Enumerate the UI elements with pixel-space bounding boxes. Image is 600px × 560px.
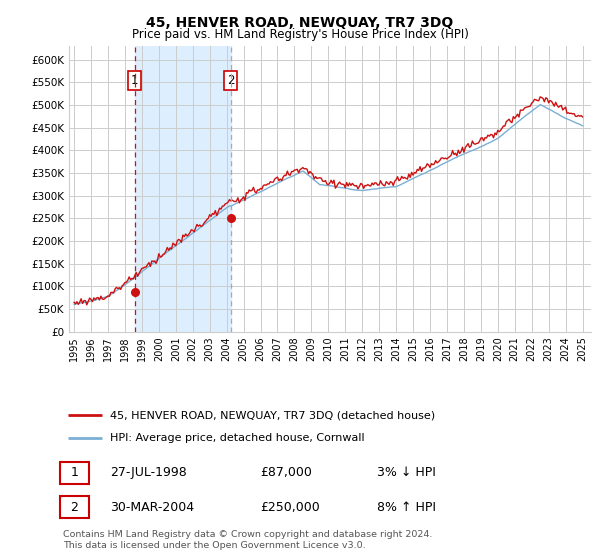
Text: £87,000: £87,000	[260, 466, 312, 479]
Bar	[134, 46, 230, 332]
Text: Price paid vs. HM Land Registry's House Price Index (HPI): Price paid vs. HM Land Registry's House …	[131, 28, 469, 41]
Text: £250,000: £250,000	[260, 501, 320, 514]
Text: 2: 2	[70, 501, 78, 514]
Bar	[59, 496, 89, 518]
Text: 8% ↑ HPI: 8% ↑ HPI	[377, 501, 436, 514]
Text: 45, HENVER ROAD, NEWQUAY, TR7 3DQ: 45, HENVER ROAD, NEWQUAY, TR7 3DQ	[146, 16, 454, 30]
Text: 1: 1	[131, 74, 139, 87]
Text: 27-JUL-1998: 27-JUL-1998	[110, 466, 187, 479]
Text: 1: 1	[70, 466, 78, 479]
Text: 30-MAR-2004: 30-MAR-2004	[110, 501, 194, 514]
Text: HPI: Average price, detached house, Cornwall: HPI: Average price, detached house, Corn…	[110, 433, 365, 444]
Text: 2: 2	[227, 74, 235, 87]
Text: 3% ↓ HPI: 3% ↓ HPI	[377, 466, 436, 479]
Text: Contains HM Land Registry data © Crown copyright and database right 2024.
This d: Contains HM Land Registry data © Crown c…	[63, 530, 433, 550]
Text: 45, HENVER ROAD, NEWQUAY, TR7 3DQ (detached house): 45, HENVER ROAD, NEWQUAY, TR7 3DQ (detac…	[110, 410, 436, 420]
Bar	[59, 462, 89, 484]
